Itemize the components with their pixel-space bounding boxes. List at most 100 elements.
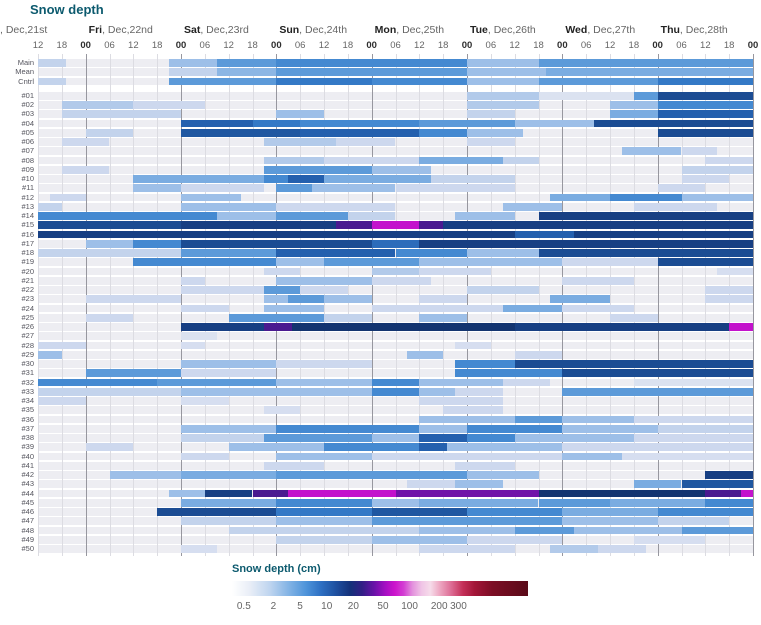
- heatmap-cell: [181, 369, 277, 378]
- heatmap-cell: [276, 452, 372, 461]
- heatmap-cell: [38, 212, 217, 220]
- heatmap-cell: [514, 526, 575, 535]
- hour-tick-label: 18: [437, 40, 449, 51]
- day-label: Thu, Dec,28th: [661, 24, 728, 36]
- row-label: #02: [21, 100, 34, 109]
- heatmap-cell: [38, 77, 66, 86]
- row-label: #22: [21, 285, 34, 294]
- heatmap-cell: [705, 489, 742, 498]
- hour-tick-label: 18: [151, 40, 163, 51]
- hour-tick-label: 00: [366, 40, 377, 51]
- heatmap-cell: [562, 415, 634, 424]
- heatmap-cell: [610, 110, 658, 119]
- heatmap-cell: [335, 138, 396, 146]
- day-date: , Dec,21st: [0, 24, 48, 36]
- heatmap-cell: [133, 258, 277, 267]
- heatmap-cell: [264, 156, 324, 165]
- heatmap-cell: [38, 230, 515, 239]
- heatmap-cell: [133, 239, 181, 248]
- heatmap-cell: [657, 184, 706, 193]
- heatmap-cell: [657, 101, 753, 109]
- heatmap-cell: [594, 119, 753, 128]
- heatmap-cell: [447, 443, 563, 452]
- heatmap-cell: [371, 535, 467, 544]
- heatmap-cell: [61, 165, 110, 174]
- hour-tick-label: 18: [533, 40, 544, 51]
- heatmap-cell: [252, 119, 301, 128]
- heatmap-cell: [169, 59, 217, 67]
- day-name: Sun: [279, 24, 300, 36]
- heatmap-cell: [276, 77, 372, 86]
- row-label: #48: [21, 525, 34, 535]
- heatmap-cell: [514, 323, 730, 331]
- heatmap-cell: [467, 249, 539, 257]
- heatmap-cell: [395, 184, 515, 193]
- row-label: #24: [21, 303, 34, 313]
- hour-tick-label: 18: [628, 40, 640, 51]
- heatmap-cell: [264, 165, 372, 174]
- heatmap-cell: [502, 156, 539, 165]
- heatmap-cell: [657, 424, 753, 433]
- heatmap-cell: [467, 68, 547, 77]
- row-label: #37: [21, 423, 34, 433]
- heatmap-cell: [276, 378, 372, 387]
- heatmap-cell: [216, 212, 277, 220]
- heatmap-cell: [181, 119, 253, 128]
- heatmap-cell: [562, 276, 634, 285]
- heatmap-cell: [657, 128, 753, 137]
- heatmap-cell: [38, 59, 66, 67]
- heatmap-cell: [109, 471, 181, 479]
- heatmap-cell: [276, 212, 348, 220]
- heatmap-cell: [181, 249, 277, 257]
- row-label: #41: [21, 460, 34, 470]
- heatmap-cell: [38, 202, 62, 211]
- hour-tick-label: 12: [509, 40, 520, 51]
- heatmap-cell: [538, 498, 610, 507]
- heatmap-cell: [276, 68, 467, 77]
- row-label: #16: [21, 229, 34, 239]
- heatmap-cell: [633, 378, 753, 387]
- heatmap-cell: [681, 147, 718, 156]
- heatmap-cell: [292, 323, 515, 331]
- heatmap-cell: [371, 378, 420, 387]
- heatmap-cell: [562, 424, 658, 433]
- heatmap-cell: [85, 369, 181, 378]
- heatmap-cell: [252, 489, 289, 498]
- heatmap-cell: [538, 91, 634, 100]
- heatmap-cell: [633, 434, 753, 442]
- heatmap-cell: [276, 360, 372, 368]
- heatmap-cell: [371, 165, 432, 174]
- heatmap-cell: [562, 517, 658, 526]
- hour-tick-label: 00: [271, 40, 282, 51]
- heatmap-cell: [455, 369, 563, 378]
- heatmap-cell: [169, 68, 217, 77]
- row-label: #21: [21, 275, 34, 285]
- row-label: #32: [21, 377, 34, 387]
- heatmap-cell: [324, 175, 432, 183]
- hour-tick-label: 06: [390, 40, 401, 51]
- heatmap-cell: [467, 424, 563, 433]
- heatmap-cell: [395, 489, 539, 498]
- heatmap-cell: [514, 434, 634, 442]
- heatmap-cell: [157, 508, 277, 516]
- heatmap-cell: [443, 221, 753, 230]
- heatmap-cell: [419, 378, 503, 387]
- heatmap-cell: [419, 128, 467, 137]
- heatmap-cell: [264, 461, 324, 470]
- row-label: #43: [21, 479, 34, 489]
- heatmap-cell: [514, 415, 563, 424]
- row-label: #17: [21, 238, 34, 248]
- hour-tick-label: 18: [723, 40, 735, 51]
- heatmap-cell: [264, 175, 289, 183]
- heatmap-cell: [38, 221, 181, 230]
- heatmap-cell: [181, 323, 265, 331]
- heatmap-cell: [264, 434, 372, 442]
- heatmap-cell: [419, 415, 515, 424]
- heatmap-cell: [228, 313, 324, 322]
- heatmap-cell: [538, 489, 706, 498]
- heatmap-cell: [419, 258, 563, 267]
- heatmap-cell: [514, 230, 575, 239]
- row-label: #09: [21, 164, 34, 174]
- gridline: [38, 54, 39, 557]
- row-label: #40: [21, 451, 34, 461]
